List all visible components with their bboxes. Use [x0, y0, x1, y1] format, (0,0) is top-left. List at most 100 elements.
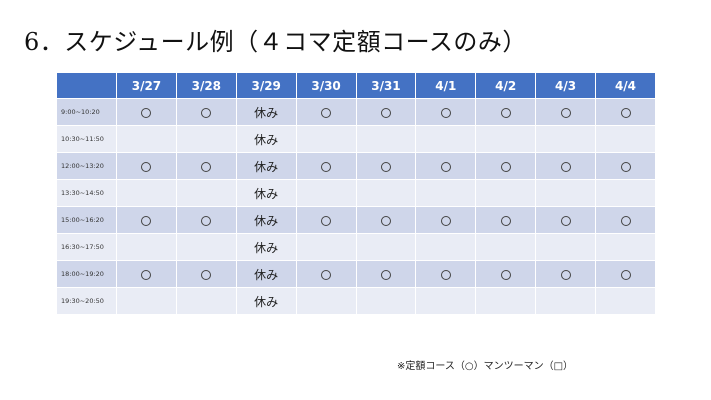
schedule-cell [415, 233, 477, 261]
schedule-cell [355, 260, 417, 288]
fixed-course-circle-icon [500, 107, 511, 118]
schedule-cell [355, 233, 417, 261]
schedule-cell [415, 206, 477, 234]
schedule-cell [595, 179, 656, 207]
fixed-course-circle-icon [440, 107, 451, 118]
schedule-cell [116, 179, 177, 207]
schedule-cell [175, 179, 237, 207]
schedule-cell [355, 287, 417, 315]
schedule-cell [595, 125, 656, 153]
fixed-course-circle-icon [620, 161, 631, 172]
schedule-cell [595, 287, 656, 315]
schedule-cell [595, 98, 656, 126]
schedule-cell [535, 179, 596, 207]
schedule-cell: 休み [235, 287, 297, 315]
schedule-cell [295, 179, 357, 207]
schedule-cell [116, 260, 177, 288]
schedule-cell: 休み [235, 179, 297, 207]
fixed-course-circle-icon [620, 215, 631, 226]
fixed-course-circle-icon [321, 107, 332, 118]
schedule-cell: 休み [235, 233, 297, 261]
fixed-course-circle-icon [141, 161, 152, 172]
schedule-cell [535, 287, 596, 315]
closed-label: 休み [254, 105, 279, 120]
fixed-course-circle-icon [380, 269, 391, 280]
time-slot-label: 10:30~11:50 [56, 125, 117, 153]
schedule-cell: 休み [235, 206, 297, 234]
schedule-row: 9:00~10:20 休み [56, 98, 656, 126]
schedule-cell [355, 98, 417, 126]
fixed-course-circle-icon [560, 215, 571, 226]
closed-label: 休み [254, 294, 279, 309]
schedule-cell [116, 233, 177, 261]
schedule-cell [295, 287, 357, 315]
date-header: 4/2 [475, 72, 537, 99]
fixed-course-circle-icon [141, 269, 152, 280]
fixed-course-circle-icon [440, 269, 451, 280]
schedule-cell [535, 152, 596, 180]
schedule-cell [415, 152, 477, 180]
fixed-course-circle-icon [440, 161, 451, 172]
fixed-course-circle-icon [620, 107, 631, 118]
fixed-course-circle-icon [380, 161, 391, 172]
date-header: 4/3 [535, 72, 596, 99]
time-slot-label: 18:00~19:20 [56, 260, 117, 288]
closed-label: 休み [254, 267, 279, 282]
fixed-course-circle-icon [201, 161, 212, 172]
schedule-cell [475, 233, 537, 261]
schedule-cell [415, 125, 477, 153]
schedule-cell [355, 152, 417, 180]
schedule-cell [116, 287, 177, 315]
schedule-cell [475, 98, 537, 126]
fixed-course-circle-icon [321, 161, 332, 172]
date-header: 3/27 [116, 72, 177, 99]
date-header: 3/31 [355, 72, 417, 99]
schedule-row: 18:00~19:20 休み [56, 260, 656, 288]
schedule-cell [355, 179, 417, 207]
schedule-cell [295, 260, 357, 288]
schedule-cell [415, 287, 477, 315]
fixed-course-circle-icon [201, 215, 212, 226]
schedule-cell [116, 125, 177, 153]
fixed-course-circle-icon [321, 269, 332, 280]
date-header: 3/28 [175, 72, 237, 99]
schedule-cell: 休み [235, 125, 297, 153]
schedule-cell [415, 98, 477, 126]
schedule-cell [535, 98, 596, 126]
schedule-cell [175, 287, 237, 315]
schedule-cell [475, 287, 537, 315]
schedule-cell [116, 206, 177, 234]
schedule-row: 15:00~16:20 休み [56, 206, 656, 234]
time-slot-label: 16:30~17:50 [56, 233, 117, 261]
schedule-cell [415, 179, 477, 207]
schedule-cell [175, 206, 237, 234]
schedule-cell [355, 125, 417, 153]
schedule-cell [175, 233, 237, 261]
fixed-course-circle-icon [380, 107, 391, 118]
schedule-cell [355, 206, 417, 234]
fixed-course-circle-icon [141, 215, 152, 226]
date-header: 4/1 [415, 72, 477, 99]
schedule-cell [535, 260, 596, 288]
schedule-cell [595, 152, 656, 180]
closed-label: 休み [254, 240, 279, 255]
schedule-cell [475, 206, 537, 234]
closed-label: 休み [254, 159, 279, 174]
closed-label: 休み [254, 186, 279, 201]
schedule-table: 3/27 3/28 3/29 3/30 3/31 4/1 4/2 4/3 4/4 9:00~10… [56, 72, 656, 315]
schedule-cell [175, 98, 237, 126]
schedule-row: 16:30~17:50 休み [56, 233, 656, 261]
fixed-course-circle-icon [201, 269, 212, 280]
schedule-cell [116, 98, 177, 126]
schedule-cell [295, 125, 357, 153]
schedule-cell [175, 125, 237, 153]
schedule-row: 10:30~11:50 休み [56, 125, 656, 153]
schedule-cell [295, 206, 357, 234]
schedule-cell: 休み [235, 98, 297, 126]
schedule-cell [535, 206, 596, 234]
fixed-course-circle-icon [500, 161, 511, 172]
schedule-cell [116, 152, 177, 180]
schedule-cell [175, 260, 237, 288]
date-header: 3/29 [235, 72, 297, 99]
